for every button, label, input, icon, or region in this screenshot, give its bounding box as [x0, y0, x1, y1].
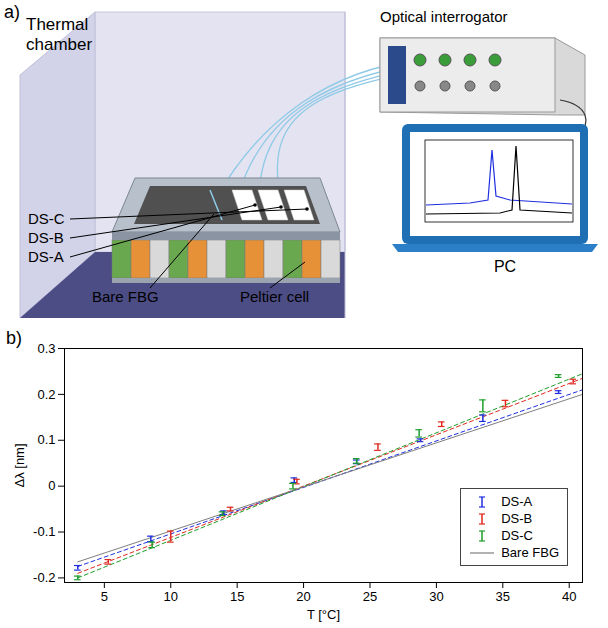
svg-text:5: 5 [101, 589, 108, 604]
svg-text:Thermalchamber: Thermalchamber [26, 15, 92, 54]
html-text:DS-C: DS-C [501, 528, 533, 543]
html-text:DS-B: DS-B [501, 511, 533, 526]
svg-text:DS-B: DS-B [28, 229, 64, 246]
svg-text:20: 20 [296, 589, 310, 604]
svg-text:T [°C]: T [°C] [307, 607, 340, 622]
svg-text:25: 25 [363, 589, 377, 604]
svg-text:DS-C: DS-C [28, 210, 65, 227]
svg-text:a): a) [4, 2, 20, 22]
svg-text:PC: PC [494, 258, 516, 275]
svg-text:0.2: 0.2 [37, 387, 55, 402]
svg-text:Δλ [nm]: Δλ [nm] [12, 443, 27, 487]
svg-text:Optical interrogator: Optical interrogator [380, 8, 508, 25]
svg-text:Bare FBG: Bare FBG [92, 288, 159, 305]
html-text:b): b) [6, 328, 22, 348]
svg-text:15: 15 [230, 589, 244, 604]
svg-text:Peltier cell: Peltier cell [240, 288, 309, 305]
svg-text:-0.1: -0.1 [33, 524, 55, 539]
html-text:Bare FBG: Bare FBG [501, 545, 559, 560]
svg-text:30: 30 [429, 589, 443, 604]
svg-text:35: 35 [496, 589, 510, 604]
svg-text:-0.2: -0.2 [33, 570, 55, 585]
svg-text:0.3: 0.3 [37, 341, 55, 356]
svg-text:10: 10 [164, 589, 178, 604]
svg-text:40: 40 [562, 589, 576, 604]
html-text:DS-A: DS-A [501, 494, 533, 509]
svg-text:0: 0 [48, 478, 55, 493]
svg-text:0.1: 0.1 [37, 432, 55, 447]
svg-text:DS-A: DS-A [28, 248, 64, 265]
